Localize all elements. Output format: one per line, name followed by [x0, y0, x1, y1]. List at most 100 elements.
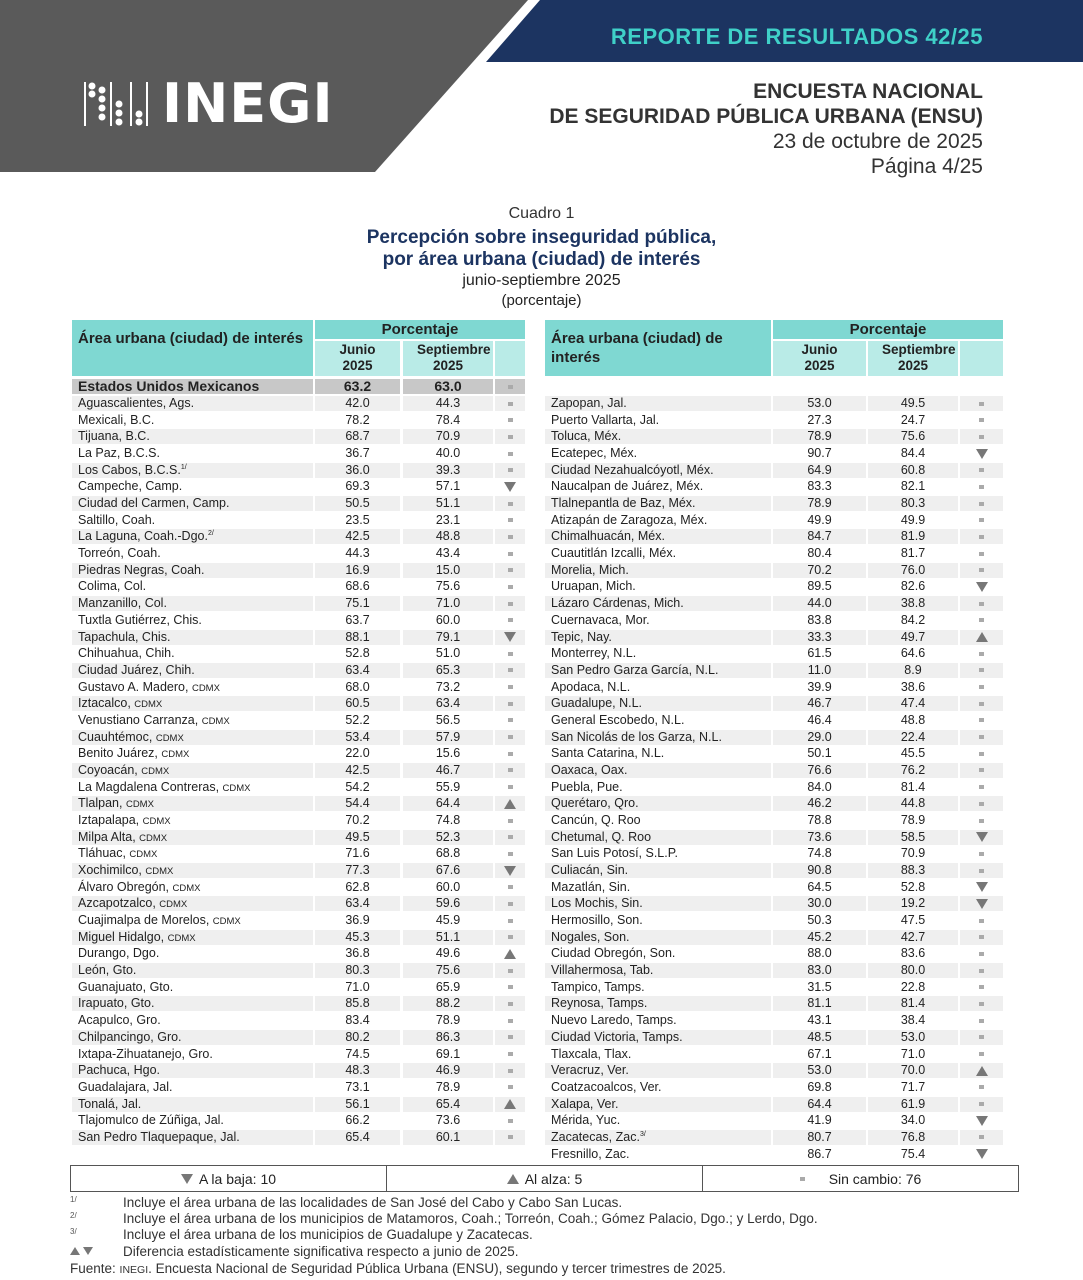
value-jun: 90.8: [773, 863, 866, 879]
change-indicator: [960, 946, 1003, 961]
table-row: Los Mochis, Sin. 30.0 19.2: [545, 896, 1003, 912]
row-name-text: Mazatlán, Sin.: [551, 879, 631, 894]
no-change-icon: [507, 818, 513, 823]
table-row: Veracruz, Ver. 53.0 70.0: [545, 1063, 1003, 1079]
value-jun: 83.0: [773, 963, 866, 979]
footnote-key: 2/: [70, 1211, 77, 1220]
change-indicator: [960, 829, 1003, 845]
value-sep: 38.4: [900, 1013, 926, 1028]
change-indicator: [495, 696, 525, 712]
triangle-down-icon: [975, 832, 988, 843]
value-jun: 84.7: [773, 529, 866, 545]
change-indicator: [960, 1080, 1003, 1095]
row-name-text: Miguel Hidalgo,: [78, 929, 168, 944]
value-jun: 76.6: [773, 762, 866, 778]
no-change-icon: [507, 1035, 513, 1040]
table-row: Mexicali, B.C. 78.2 78.4: [72, 413, 525, 428]
no-change-icon: [979, 618, 984, 623]
value-jun: 44.3: [345, 546, 370, 561]
row-name-text: Atizapán de Zaragoza, Méx.: [551, 512, 708, 527]
change-indicator: [495, 496, 525, 512]
row-name: Irapuato, Gto.: [72, 996, 313, 1012]
change-indicator: [495, 1013, 525, 1028]
value-jun: 50.3: [807, 913, 832, 928]
value-jun: 90.7: [807, 446, 832, 461]
row-name: Tonalá, Jal.: [72, 1096, 313, 1112]
change-indicator: [960, 396, 1003, 411]
value-jun: 77.3: [315, 863, 400, 879]
change-indicator: [960, 813, 1003, 828]
row-name-text: Monterrey, N.L.: [551, 646, 637, 661]
row-name: Mazatlán, Sin.: [545, 880, 771, 895]
row-name-text: Cancún, Q. Roo: [551, 813, 641, 827]
no-change-icon: [507, 918, 513, 923]
no-change-icon: [507, 901, 513, 906]
row-name-suffix: CDMX: [191, 682, 220, 694]
no-change-icon: [979, 501, 984, 506]
row-name: La Paz, B.C.S.: [72, 446, 313, 461]
row-name: San Pedro Garza García, N.L.: [545, 662, 771, 678]
row-name-suffix: CDMX: [167, 932, 196, 944]
table-row: Atizapán de Zaragoza, Méx. 49.9 49.9: [545, 513, 1003, 528]
value-jun: 45.3: [315, 929, 400, 945]
value-jun: 67.1: [807, 1046, 832, 1061]
row-name: Tampico, Tamps.: [545, 980, 771, 995]
table-row: Xalapa, Ver. 64.4 61.9: [545, 1096, 1003, 1112]
triangle-down-icon: [975, 448, 988, 459]
legend-same: Sin cambio: 76: [703, 1166, 1018, 1191]
no-change-icon: [979, 768, 984, 773]
no-change-icon: [507, 885, 513, 890]
value-sep: 40.0: [435, 446, 461, 461]
change-indicator: [960, 646, 1003, 661]
no-change-icon: [979, 968, 984, 973]
row-name-text: Zacatecas, Zac.: [551, 1129, 640, 1144]
value-sep: 19.2: [868, 896, 958, 912]
value-sep: 75.6: [435, 579, 461, 594]
row-name: Chetumal, Q. Roo: [545, 829, 771, 845]
no-change-icon: [507, 968, 513, 973]
value-jun: 73.6: [773, 829, 866, 845]
row-name-text: Chetumal, Q. Roo: [551, 829, 652, 844]
no-change-icon: [979, 718, 984, 723]
footnote-key: 3/: [70, 1227, 77, 1236]
table-row: Chilpancingo, Gro. 80.2 86.3: [72, 1029, 525, 1045]
change-indicator: [960, 579, 1003, 594]
no-change-icon: [979, 534, 984, 539]
table-row: San Pedro Garza García, N.L. 11.0 8.9: [545, 662, 1003, 678]
row-name-text: General Escobedo, N.L.: [551, 712, 685, 727]
row-name: Ciudad del Carmen, Camp.: [72, 496, 313, 512]
row-name-text: Veracruz, Ver.: [551, 1063, 629, 1078]
value-jun: 88.0: [807, 946, 832, 961]
value-jun: 33.3: [773, 629, 866, 645]
no-change-icon: [979, 1052, 984, 1057]
row-name-text: Los Cabos, B.C.S.: [78, 462, 181, 477]
row-name-text: Tonalá, Jal.: [78, 1096, 142, 1111]
change-indicator: [960, 863, 1003, 879]
value-sep: 80.0: [868, 963, 958, 979]
value-sep: 44.8: [868, 796, 958, 812]
change-indicator: [960, 780, 1003, 795]
change-indicator: [495, 746, 525, 761]
value-jun: 53.0: [773, 1063, 866, 1079]
value-jun: 80.2: [315, 1029, 400, 1045]
table-row: Nuevo Laredo, Tamps. 43.1 38.4: [545, 1013, 1003, 1028]
row-name-text: Puerto Vallarta, Jal.: [551, 412, 660, 427]
table-row: Monterrey, N.L. 61.5 64.6: [545, 646, 1003, 661]
row-name-suffix: CDMX: [159, 899, 188, 911]
triangle-down-icon: [180, 1173, 193, 1184]
change-indicator: [960, 729, 1003, 745]
row-name-text: Saltillo, Coah.: [78, 512, 156, 527]
row-name: León, Gto.: [72, 963, 313, 979]
value-jun: 48.3: [315, 1063, 400, 1079]
no-change-icon: [979, 785, 984, 790]
value-sep: 57.1: [435, 479, 461, 494]
row-name: Torreón, Coah.: [72, 546, 313, 561]
row-name: Reynosa, Tamps.: [545, 996, 771, 1012]
value-jun: 75.1: [315, 596, 400, 612]
change-indicator: [495, 946, 525, 961]
no-change-icon: [979, 985, 984, 990]
row-name: Chimalhuacán, Méx.: [545, 529, 771, 545]
row-name-text: San Nicolás de los Garza, N.L.: [551, 729, 722, 744]
value-jun: 61.5: [807, 646, 832, 661]
row-name: Coyoacán, CDMX: [72, 762, 313, 778]
